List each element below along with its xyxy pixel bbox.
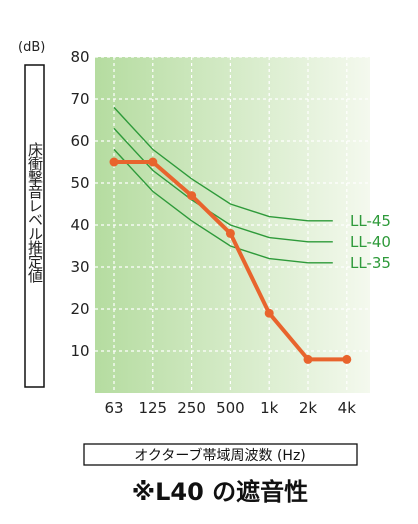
x-axis-ticks: 63 125 250 500 1k 2k 4k [104, 399, 356, 417]
reference-curve-ll-35 [113, 148, 333, 264]
measured-point [225, 228, 235, 238]
y-unit-label: (dB) [18, 40, 45, 55]
measured-point [264, 308, 274, 318]
y-tick-label: 70 [70, 90, 89, 108]
y-tick-label: 10 [70, 342, 89, 360]
x-axis-label: オクターブ帯域周波数 (Hz) [134, 447, 306, 464]
y-tick-label: 60 [70, 132, 89, 150]
y-label-box [24, 64, 45, 388]
reference-curve-ll-45 [113, 106, 333, 222]
y-tick-label: 20 [70, 300, 89, 318]
x-tick-label: 250 [177, 399, 206, 417]
x-tick-label: 4k [338, 399, 357, 417]
y-tick-label: 40 [70, 216, 89, 234]
x-tick-label: 500 [216, 399, 245, 417]
measured-point [109, 157, 119, 167]
x-tick-label: 1k [260, 399, 279, 417]
measured-point [342, 354, 352, 364]
y-axis-ticks: 10 20 30 40 50 60 70 80 [70, 48, 89, 360]
reference-curve-ll-40 [113, 127, 333, 243]
x-tick-label: 125 [138, 399, 167, 417]
grid-lines [95, 56, 370, 393]
measured-point [303, 354, 313, 364]
x-label-box [83, 443, 358, 466]
measured-point [148, 157, 158, 167]
reference-curves: LL-45 LL-40 LL-35 [113, 106, 391, 272]
y-tick-label: 80 [70, 48, 89, 66]
reference-curve-label: LL-40 [350, 233, 391, 251]
measured-series [109, 157, 352, 364]
reference-curve-label: LL-35 [350, 254, 391, 272]
y-axis-label: 床衝撃音レベル推定値 [26, 142, 44, 283]
x-tick-label: 63 [104, 399, 123, 417]
reference-curve-label: LL-45 [350, 212, 391, 230]
y-tick-label: 30 [70, 258, 89, 276]
y-tick-label: 50 [70, 174, 89, 192]
measured-point [187, 191, 197, 201]
x-tick-label: 2k [299, 399, 318, 417]
chart-caption: ※L40 の遮音性 [132, 478, 308, 506]
